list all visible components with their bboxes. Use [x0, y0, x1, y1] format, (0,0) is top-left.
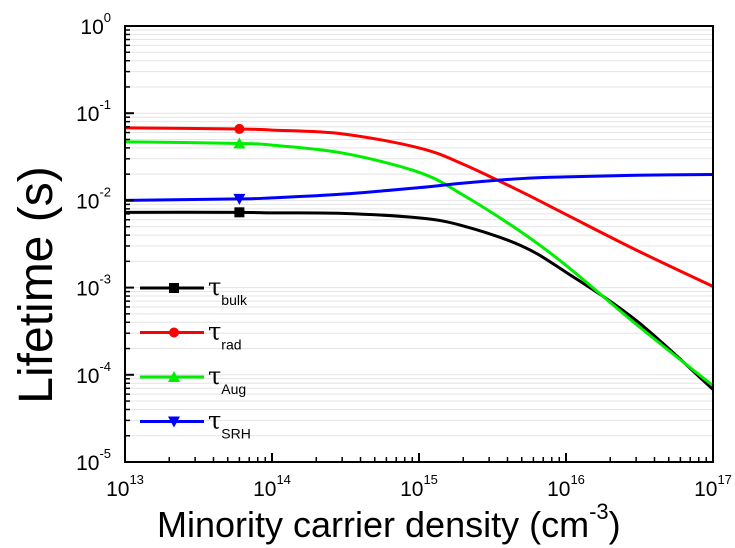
grid-lines: [125, 29, 713, 463]
y-tick-label: 10-4: [76, 359, 111, 388]
legend-label-rad: τrad: [208, 318, 242, 353]
x-axis-label: Minority carrier density (cm-3): [157, 499, 621, 545]
series-point-srh: [233, 193, 246, 205]
x-tick-label: 1014: [253, 472, 291, 501]
y-tick-label: 10-1: [76, 97, 111, 126]
series-layer: [124, 123, 715, 391]
x-axis-label-main: Minority carrier density (cm: [157, 504, 589, 545]
legend-label-srh: τSRH: [208, 407, 251, 442]
y-tick-label: 10-2: [76, 184, 111, 213]
y-axis-label: Lifetime (s): [10, 166, 63, 403]
legend-label-bulk: τbulk: [208, 273, 248, 308]
x-tick-label: 1013: [106, 472, 144, 501]
legend-label-aug: τAug: [208, 362, 246, 397]
axis-ticks: 1013 1014 1015 1016 1017 100 10-1 10-2 10-3 10-4 1…: [76, 10, 732, 501]
y-tick-label: 100: [80, 10, 111, 39]
series-point-rad: [234, 123, 245, 134]
x-axis-label-exponent: -3: [589, 499, 609, 524]
x-tick-label: 1016: [547, 472, 585, 501]
x-tick-label: 1015: [400, 472, 438, 501]
y-tick-label: 10-5: [76, 446, 111, 475]
legend: τbulk τrad τAug τSRH: [140, 273, 251, 442]
series-line-bulk: [124, 210, 715, 391]
series-line-srh: [124, 173, 714, 202]
series-point-aug: [233, 137, 246, 149]
legend-marker-bulk: [169, 283, 179, 293]
series-line-aug: [124, 140, 714, 387]
x-tick-label: 1017: [694, 472, 732, 501]
legend-marker-aug: [168, 371, 180, 382]
series-point-bulk: [234, 207, 245, 218]
legend-marker-rad: [169, 327, 179, 338]
x-axis-label-close: ): [609, 504, 621, 545]
series-line-rad: [124, 126, 714, 288]
legend-marker-srh: [168, 416, 180, 428]
y-tick-label: 10-3: [76, 272, 111, 301]
